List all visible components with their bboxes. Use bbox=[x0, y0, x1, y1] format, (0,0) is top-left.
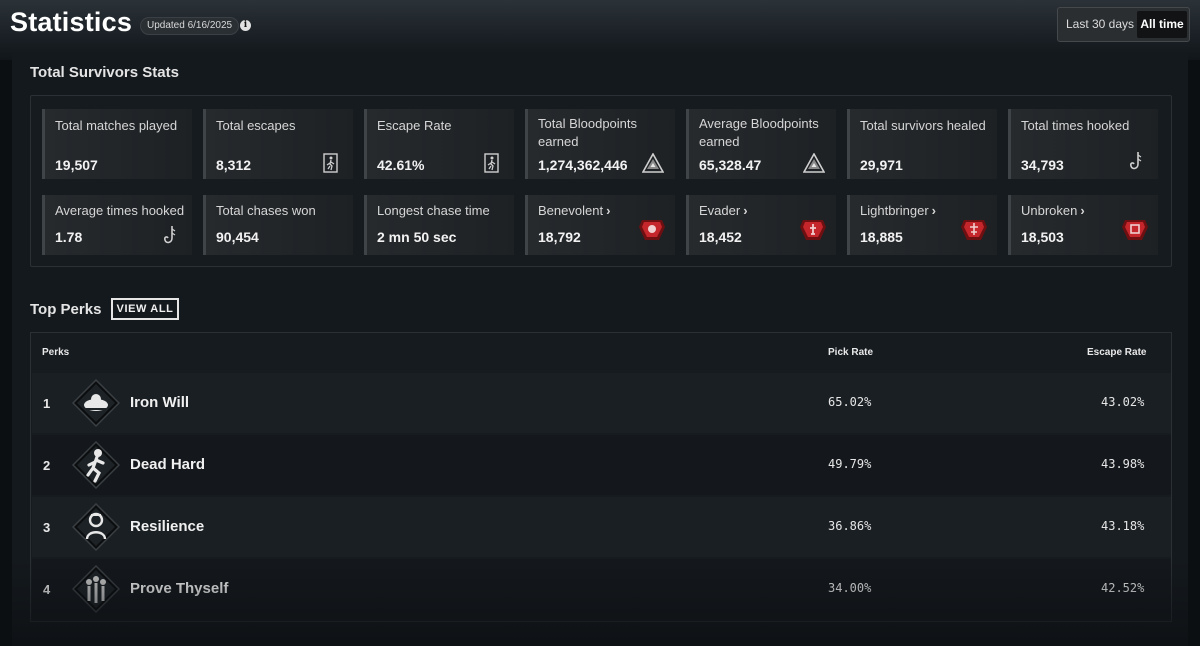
stat-value: 90,454 bbox=[216, 229, 259, 245]
stat-value: 65,328.47 bbox=[699, 157, 762, 173]
time-range-toggle: Last 30 days All time bbox=[1057, 7, 1190, 42]
info-icon[interactable]: i bbox=[240, 20, 251, 31]
page-header: Statistics Updated 6/16/2025 i Last 30 d… bbox=[0, 0, 1200, 52]
perk-name: Resilience bbox=[130, 518, 205, 535]
stat-card-escape-rate: Escape Rate 42.61% bbox=[364, 109, 514, 179]
stat-card-longest-chase: Longest chase time 2 mn 50 sec bbox=[364, 195, 514, 255]
perk-rank: 3 bbox=[43, 520, 51, 535]
pick-rate: 34.00% bbox=[828, 581, 872, 595]
stat-label-link[interactable]: Lightbringer › bbox=[860, 203, 936, 218]
stat-card-times-hooked: Total times hooked 34,793 bbox=[1008, 109, 1158, 179]
stat-card-total-bloodpoints: Total Bloodpoints earned 1,274,362,446 bbox=[525, 109, 675, 179]
perk-name: Prove Thyself bbox=[130, 580, 229, 597]
stat-label: Total chases won bbox=[216, 203, 316, 218]
perks-table: Perks Pick Rate Escape Rate 1 Iron Will … bbox=[30, 332, 1172, 622]
stat-value: 18,503 bbox=[1021, 229, 1064, 245]
stat-label: Total survivors healed bbox=[860, 118, 986, 133]
pick-rate: 36.86% bbox=[828, 519, 872, 533]
stat-label: Average Bloodpoints earned bbox=[699, 116, 819, 149]
perk-rank: 2 bbox=[43, 458, 51, 473]
emblem-icon bbox=[800, 220, 826, 240]
chevron-right-icon: › bbox=[743, 203, 748, 218]
perk-name: Iron Will bbox=[130, 394, 190, 411]
escape-rate: 43.02% bbox=[1101, 395, 1145, 409]
stat-value: 1,274,362,446 bbox=[538, 157, 628, 173]
stat-value: 18,452 bbox=[699, 229, 742, 245]
stat-label: Total times hooked bbox=[1021, 118, 1130, 133]
escape-rate: 42.52% bbox=[1101, 581, 1145, 595]
table-row[interactable]: 2 Dead Hard 49.79% 43.98% bbox=[32, 435, 1171, 495]
stat-value: 18,885 bbox=[860, 229, 903, 245]
stat-label-link[interactable]: Unbroken › bbox=[1021, 203, 1085, 218]
chevron-right-icon: › bbox=[1080, 203, 1085, 218]
stat-label: Total matches played bbox=[55, 118, 178, 133]
table-row[interactable]: 4 Prove Thyself 34.00% 42.52% bbox=[32, 559, 1171, 619]
column-header-pick-rate: Pick Rate bbox=[828, 347, 874, 358]
survivor-stats-grid: Total matches played 19,507 Total escape… bbox=[30, 95, 1172, 267]
table-row[interactable]: 1 Iron Will 65.02% 43.02% bbox=[32, 373, 1171, 433]
perk-rank: 4 bbox=[43, 582, 51, 597]
stat-value: 2 mn 50 sec bbox=[377, 229, 457, 245]
range-all-time[interactable]: All time bbox=[1137, 11, 1187, 38]
escape-rate: 43.18% bbox=[1101, 519, 1145, 533]
exit-door-icon bbox=[323, 153, 338, 173]
emblem-icon bbox=[639, 220, 665, 240]
stat-label-link[interactable]: Benevolent › bbox=[538, 203, 611, 218]
column-header-perks: Perks bbox=[42, 347, 70, 358]
emblem-icon bbox=[961, 220, 987, 240]
hook-icon bbox=[164, 226, 176, 244]
prove-thyself-perk-icon bbox=[72, 565, 120, 613]
stat-card-average-bloodpoints: Average Bloodpoints earned 65,328.47 bbox=[686, 109, 836, 179]
stat-label: Longest chase time bbox=[377, 203, 490, 218]
pick-rate: 49.79% bbox=[828, 457, 872, 471]
chevron-right-icon: › bbox=[606, 203, 611, 218]
stat-card-evader[interactable]: Evader › 18,452 bbox=[686, 195, 836, 255]
stat-label: Total escapes bbox=[216, 118, 296, 133]
top-perks-title: Top Perks bbox=[30, 301, 102, 318]
stat-card-average-times-hooked: Average times hooked 1.78 bbox=[42, 195, 192, 255]
stat-value: 19,507 bbox=[55, 157, 98, 173]
table-row[interactable]: 3 Resilience 36.86% 43.18% bbox=[32, 497, 1171, 557]
stat-card-total-escapes: Total escapes 8,312 bbox=[203, 109, 353, 179]
perk-rank: 1 bbox=[43, 396, 51, 411]
stat-label: Escape Rate bbox=[377, 118, 452, 133]
stat-value: 42.61% bbox=[377, 157, 425, 173]
stat-card-benevolent[interactable]: Benevolent › 18,792 bbox=[525, 195, 675, 255]
stat-card-lightbringer[interactable]: Lightbringer › 18,885 bbox=[847, 195, 997, 255]
escape-rate: 43.98% bbox=[1101, 457, 1145, 471]
stat-card-unbroken[interactable]: Unbroken › 18,503 bbox=[1008, 195, 1158, 255]
pick-rate: 65.02% bbox=[828, 395, 872, 409]
updated-badge: Updated 6/16/2025 bbox=[140, 17, 240, 35]
stat-value: 34,793 bbox=[1021, 157, 1064, 173]
column-header-escape-rate: Escape Rate bbox=[1087, 347, 1147, 358]
bloodpoints-icon bbox=[803, 153, 825, 173]
stat-card-matches-played: Total matches played 19,507 bbox=[42, 109, 192, 179]
page-title: Statistics bbox=[10, 7, 133, 37]
stat-value: 18,792 bbox=[538, 229, 581, 245]
dead-hard-perk-icon bbox=[72, 441, 120, 489]
survivors-section-title: Total Survivors Stats bbox=[30, 64, 179, 81]
stat-value: 8,312 bbox=[216, 157, 252, 173]
bloodpoints-icon bbox=[642, 153, 664, 173]
emblem-icon bbox=[1122, 220, 1148, 240]
stat-value: 1.78 bbox=[55, 229, 83, 245]
stat-value: 29,971 bbox=[860, 157, 903, 173]
iron-will-perk-icon bbox=[72, 379, 120, 427]
chevron-right-icon: › bbox=[931, 203, 936, 218]
hook-icon bbox=[1130, 152, 1142, 170]
resilience-perk-icon bbox=[72, 503, 120, 551]
view-all-button[interactable]: VIEW ALL bbox=[111, 298, 179, 320]
exit-door-icon bbox=[484, 153, 499, 173]
stat-label-link[interactable]: Evader › bbox=[699, 203, 748, 218]
perk-name: Dead Hard bbox=[130, 456, 206, 473]
stat-card-chases-won: Total chases won 90,454 bbox=[203, 195, 353, 255]
stat-label: Average times hooked bbox=[55, 203, 185, 218]
range-last-30-days[interactable]: Last 30 days bbox=[1065, 17, 1135, 31]
stat-label: Total Bloodpoints earned bbox=[538, 116, 638, 149]
stat-card-survivors-healed: Total survivors healed 29,971 bbox=[847, 109, 997, 179]
